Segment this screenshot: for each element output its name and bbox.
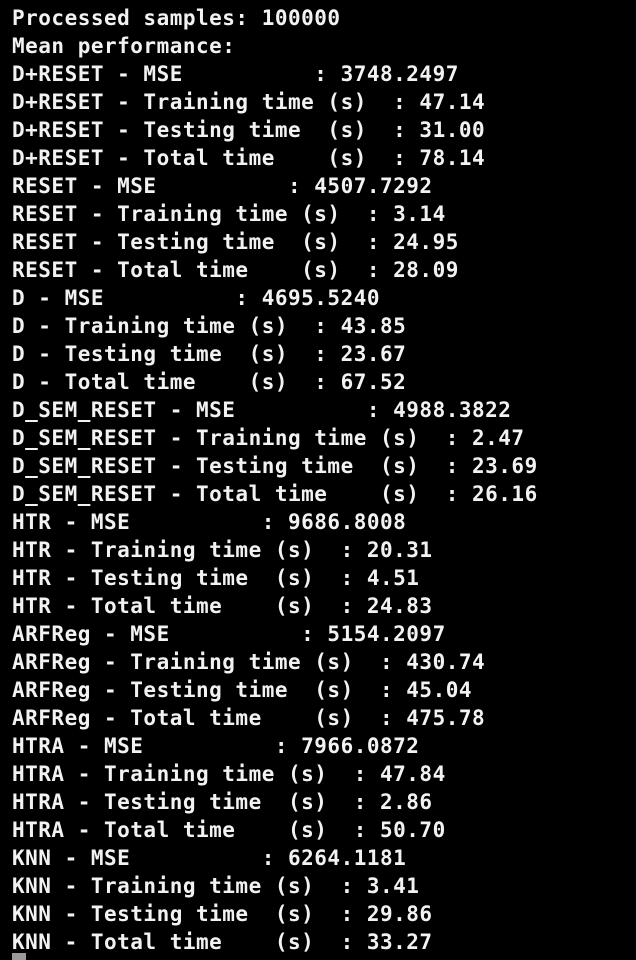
output-line: RESET - Training time (s) : 3.14 xyxy=(12,202,446,226)
terminal-cursor xyxy=(12,953,26,960)
output-line: KNN - Testing time (s) : 29.86 xyxy=(12,902,433,926)
terminal-output: Processed samples: 100000 Mean performan… xyxy=(12,4,538,956)
output-line: D+RESET - Testing time (s) : 31.00 xyxy=(12,118,486,142)
output-line: KNN - MSE : 6264.1181 xyxy=(12,846,407,870)
output-line: HTR - MSE : 9686.8008 xyxy=(12,510,407,534)
output-line: HTR - Training time (s) : 20.31 xyxy=(12,538,433,562)
output-line: D - Testing time (s) : 23.67 xyxy=(12,342,407,366)
output-line: KNN - Training time (s) : 3.41 xyxy=(12,874,420,898)
output-line: D+RESET - Training time (s) : 47.14 xyxy=(12,90,486,114)
output-line: HTR - Total time (s) : 24.83 xyxy=(12,594,433,618)
output-line: ARFReg - Training time (s) : 430.74 xyxy=(12,650,486,674)
output-line: D_SEM_RESET - Testing time (s) : 23.69 xyxy=(12,454,538,478)
output-line: HTRA - Testing time (s) : 2.86 xyxy=(12,790,433,814)
output-line: D - Total time (s) : 67.52 xyxy=(12,370,407,394)
output-line: RESET - MSE : 4507.7292 xyxy=(12,174,433,198)
output-line: HTR - Testing time (s) : 4.51 xyxy=(12,566,420,590)
output-line: KNN - Total time (s) : 33.27 xyxy=(12,930,433,954)
output-line-processed-samples: Processed samples: 100000 xyxy=(12,6,341,30)
output-line: D_SEM_RESET - Training time (s) : 2.47 xyxy=(12,426,525,450)
output-line: D_SEM_RESET - MSE : 4988.3822 xyxy=(12,398,512,422)
output-line: HTRA - MSE : 7966.0872 xyxy=(12,734,420,758)
output-line: D - MSE : 4695.5240 xyxy=(12,286,381,310)
output-line: HTRA - Total time (s) : 50.70 xyxy=(12,818,446,842)
output-line: HTRA - Training time (s) : 47.84 xyxy=(12,762,446,786)
output-line-mean-performance: Mean performance: xyxy=(12,34,236,58)
output-line: D_SEM_RESET - Total time (s) : 26.16 xyxy=(12,482,538,506)
output-line: RESET - Testing time (s) : 24.95 xyxy=(12,230,459,254)
output-line: D - Training time (s) : 43.85 xyxy=(12,314,407,338)
output-line: RESET - Total time (s) : 28.09 xyxy=(12,258,459,282)
output-line: ARFReg - MSE : 5154.2097 xyxy=(12,622,446,646)
output-line: D+RESET - Total time (s) : 78.14 xyxy=(12,146,486,170)
output-line: ARFReg - Total time (s) : 475.78 xyxy=(12,706,486,730)
output-line: D+RESET - MSE : 3748.2497 xyxy=(12,62,459,86)
output-line: ARFReg - Testing time (s) : 45.04 xyxy=(12,678,473,702)
